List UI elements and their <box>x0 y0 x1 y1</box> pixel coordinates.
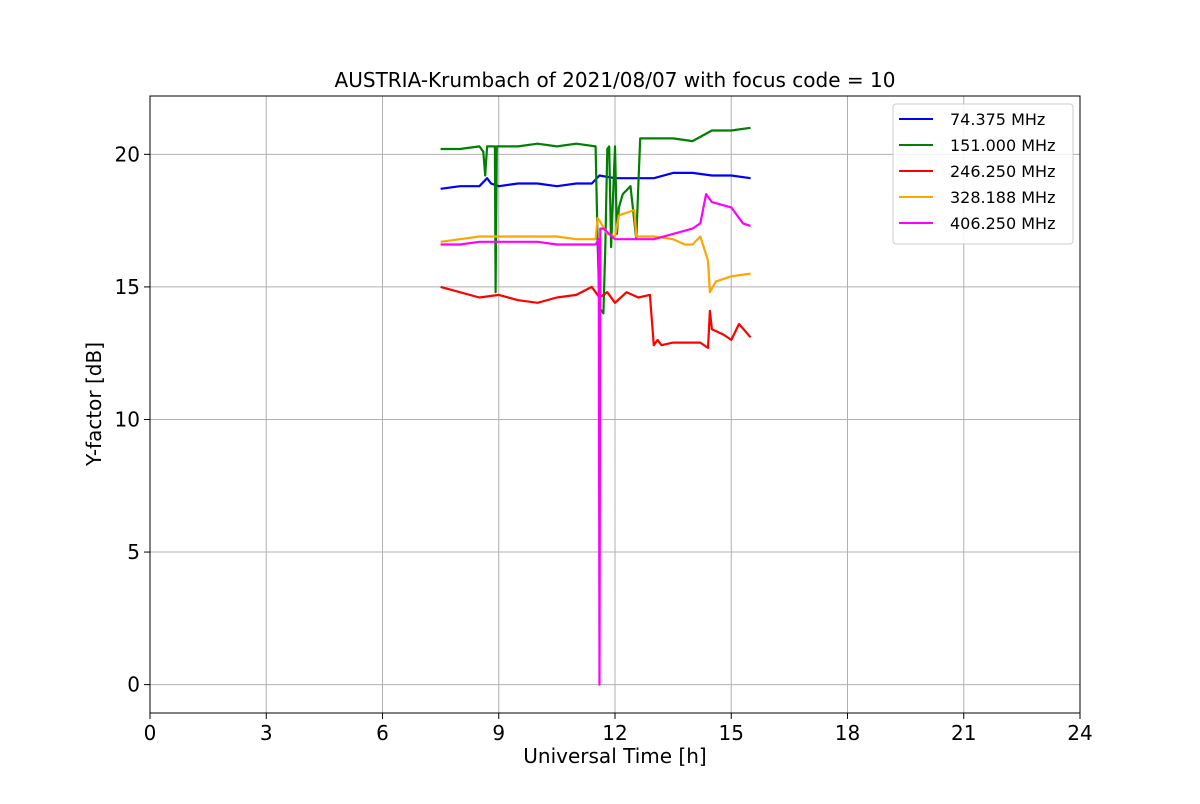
legend-label: 328.188 MHz <box>950 188 1055 207</box>
y-tick-label: 15 <box>115 275 140 299</box>
series-line-5 <box>440 193 751 686</box>
legend-label: 246.250 MHz <box>950 162 1055 181</box>
series-line-3 <box>440 285 752 349</box>
y-axis-label: Y-factor [dB] <box>82 342 106 467</box>
legend-box <box>892 103 1074 245</box>
x-axis-label: Universal Time [h] <box>523 744 706 768</box>
x-tick-label: 18 <box>835 721 860 745</box>
chart-title: AUSTRIA-Krumbach of 2021/08/07 with focu… <box>335 68 896 92</box>
x-tick-label: 9 <box>492 721 505 745</box>
x-tick-label: 12 <box>602 721 627 745</box>
x-tick-label: 0 <box>144 721 157 745</box>
x-tick-label: 6 <box>376 721 389 745</box>
x-tick-label: 24 <box>1067 721 1092 745</box>
x-tick-label: 3 <box>260 721 273 745</box>
y-tick-label: 10 <box>115 407 140 431</box>
y-tick-label: 20 <box>115 142 140 166</box>
x-tick-label: 15 <box>719 721 744 745</box>
legend-label: 151.000 MHz <box>950 136 1055 155</box>
series-line-4 <box>440 208 751 294</box>
series-line-1 <box>440 171 751 190</box>
series-line-2 <box>440 126 751 315</box>
y-tick-label: 5 <box>127 540 140 564</box>
legend-label: 74.375 MHz <box>950 110 1045 129</box>
legend: 74.375 MHz 151.000 MHz 246.250 MHz 328.188 … <box>892 103 1074 245</box>
series-group <box>440 126 752 686</box>
y-tick-label: 0 <box>127 673 140 697</box>
legend-label: 406.250 MHz <box>950 214 1055 233</box>
x-tick-label: 21 <box>951 721 976 745</box>
axis-ticks: 0 3 6 9 12 15 18 21 24 0 5 10 15 20 <box>115 142 1093 745</box>
